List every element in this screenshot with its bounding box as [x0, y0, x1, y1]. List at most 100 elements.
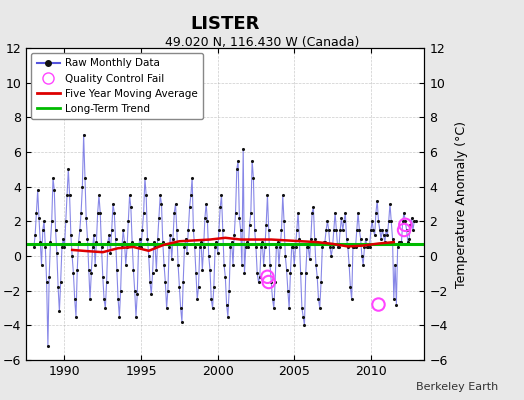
Point	[143, 236, 151, 242]
Point	[314, 296, 323, 302]
Point	[274, 239, 282, 245]
Point	[236, 227, 245, 233]
Point	[213, 249, 222, 256]
Point	[114, 296, 122, 302]
Point	[169, 236, 177, 242]
Point	[327, 253, 335, 259]
Point	[59, 236, 68, 242]
Point	[58, 244, 66, 250]
Point	[275, 262, 283, 268]
Point	[174, 262, 182, 268]
Point	[292, 227, 301, 233]
Point	[97, 244, 106, 250]
Point	[363, 244, 371, 250]
Point	[349, 244, 357, 250]
Point	[34, 187, 42, 193]
Point	[106, 249, 115, 256]
Point	[210, 284, 218, 290]
Point	[261, 244, 269, 250]
Point	[184, 227, 192, 233]
Y-axis label: Temperature Anomaly (°C): Temperature Anomaly (°C)	[455, 120, 467, 288]
Point	[356, 236, 365, 242]
Point	[41, 244, 50, 250]
Point	[83, 236, 92, 242]
Title: LISTER: LISTER	[191, 14, 260, 32]
Point	[68, 253, 77, 259]
Point	[133, 291, 141, 297]
Point	[340, 218, 348, 224]
Point	[125, 192, 134, 198]
Point	[129, 267, 138, 273]
Point	[399, 218, 407, 224]
Point	[110, 210, 118, 216]
Point	[333, 244, 342, 250]
Point	[139, 210, 148, 216]
Point	[367, 227, 375, 233]
Point	[370, 232, 379, 238]
Point	[268, 296, 277, 302]
Point	[96, 210, 104, 216]
Point	[92, 239, 101, 245]
Point	[128, 239, 136, 245]
Point	[286, 270, 294, 276]
Point	[355, 227, 364, 233]
Point	[207, 296, 215, 302]
Point	[263, 274, 271, 280]
Point	[227, 239, 236, 245]
Point	[249, 175, 258, 181]
Point	[86, 296, 94, 302]
Point	[364, 244, 373, 250]
Point	[211, 244, 220, 250]
Point	[361, 244, 369, 250]
Point	[342, 236, 351, 242]
Point	[222, 301, 231, 308]
Point	[320, 239, 328, 245]
Point	[247, 210, 255, 216]
Point	[170, 210, 179, 216]
Point	[332, 227, 341, 233]
Point	[401, 222, 409, 228]
Point	[329, 244, 337, 250]
Point	[151, 244, 159, 250]
Point	[168, 256, 176, 263]
Point	[376, 227, 384, 233]
Point	[81, 175, 89, 181]
Point	[50, 187, 59, 193]
Point	[127, 204, 135, 211]
Point	[358, 253, 366, 259]
Point	[141, 175, 149, 181]
Point	[132, 314, 140, 320]
Point	[226, 244, 235, 250]
Point	[380, 239, 389, 245]
Point	[115, 314, 124, 320]
Point	[256, 274, 264, 280]
Point	[280, 218, 288, 224]
Point	[252, 244, 260, 250]
Point	[197, 239, 205, 245]
Point	[282, 267, 291, 273]
Point	[243, 239, 251, 245]
Point	[400, 210, 408, 216]
Point	[391, 262, 399, 268]
Point	[71, 296, 79, 302]
Point	[295, 236, 303, 242]
Point	[304, 244, 312, 250]
Point	[387, 218, 396, 224]
Point	[42, 279, 51, 285]
Point	[48, 218, 56, 224]
Point	[87, 270, 95, 276]
Point	[171, 201, 180, 207]
Point	[396, 239, 405, 245]
Point	[116, 288, 125, 294]
Point	[312, 262, 320, 268]
Point	[195, 244, 204, 250]
Point	[239, 145, 247, 152]
Point	[299, 314, 308, 320]
Point	[301, 270, 310, 276]
Point	[272, 244, 280, 250]
Point	[130, 288, 139, 294]
Point	[395, 239, 403, 245]
Point	[122, 262, 130, 268]
Point	[281, 253, 289, 259]
Point	[145, 253, 153, 259]
